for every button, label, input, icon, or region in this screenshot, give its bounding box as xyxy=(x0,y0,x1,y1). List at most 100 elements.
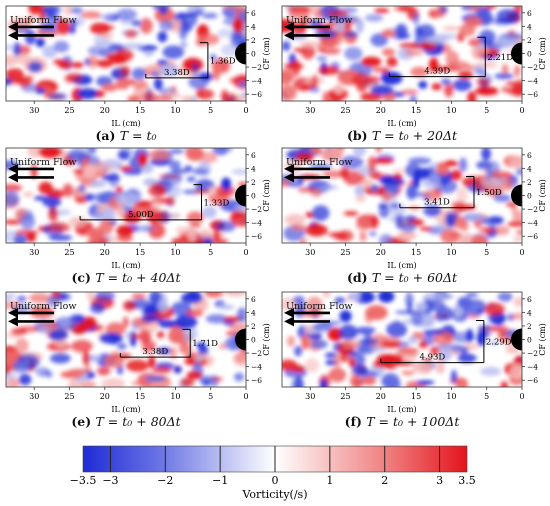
y-tick-label: 6 xyxy=(251,295,256,304)
cylinder xyxy=(235,42,246,65)
y-tick-label: −2 xyxy=(527,205,538,214)
y-tick-label: −6 xyxy=(527,376,538,385)
y-axis-label: CF (cm) xyxy=(262,323,271,356)
flow-arrow-head xyxy=(8,163,18,174)
colorbar-tick-label: −1 xyxy=(212,474,228,487)
flow-arrow-head xyxy=(8,21,18,32)
y-tick-label: −4 xyxy=(251,219,262,228)
y-tick-label: −2 xyxy=(527,63,538,72)
x-axis-label: IL (cm) xyxy=(111,119,140,128)
flow-label: Uniform Flow xyxy=(286,301,352,312)
streamwise-distance-label: 3.38D xyxy=(142,347,168,357)
x-tick-label: 30 xyxy=(29,106,39,115)
x-tick-label: 0 xyxy=(243,248,248,257)
colorbar-tick-label: 3 xyxy=(436,474,443,487)
panel-caption: (a) T = t₀ xyxy=(6,128,246,143)
x-tick-label: 30 xyxy=(305,392,315,401)
panel-label: (f) xyxy=(344,414,367,429)
x-tick-label: 0 xyxy=(243,392,248,401)
y-tick-label: 2 xyxy=(251,178,256,187)
x-tick-label: 5 xyxy=(484,392,489,401)
crossflow-distance-label: 2.29D xyxy=(486,338,512,348)
x-tick-label: 0 xyxy=(519,106,524,115)
y-tick-label: 0 xyxy=(251,50,256,59)
wake-measurement-bracket: 3.41D 1.50D xyxy=(399,176,502,209)
panel-label: (a) xyxy=(95,128,120,143)
x-axis-label: IL (cm) xyxy=(111,405,140,414)
panel-label: (d) xyxy=(346,270,372,285)
y-tick-label: −2 xyxy=(251,349,262,358)
x-tick-label: 15 xyxy=(135,248,145,257)
flow-arrow-head xyxy=(284,30,294,41)
panel-a: Uniform Flow 3.38D 1.36D 30 25 20 15 10 5 0 IL (cm… xyxy=(5,5,278,143)
flow-arrow-head xyxy=(8,172,18,183)
x-axis-label: IL (cm) xyxy=(111,261,140,270)
y-tick-label: 0 xyxy=(251,336,256,345)
y-tick-label: −4 xyxy=(251,363,262,372)
wake-measurement-bracket: 5.00D 1.33D xyxy=(79,184,230,221)
flow-arrow-head xyxy=(8,307,18,318)
panel-time: T = t₀ + 40Δt xyxy=(95,270,181,285)
streamwise-distance-label: 4.39D xyxy=(424,67,450,77)
y-tick-label: 4 xyxy=(527,308,532,317)
cylinder xyxy=(235,184,246,207)
streamwise-distance-label: 3.38D xyxy=(164,68,190,78)
colorbar-svg: −3.5 −3 −2 −1 0 1 2 3 3.5 Vorticity(/s) xyxy=(70,445,476,501)
y-tick-label: −4 xyxy=(527,77,538,86)
wake-measurement-bracket: 4.93D 2.29D xyxy=(380,320,512,364)
flow-label: Uniform Flow xyxy=(286,15,352,26)
y-tick-label: 6 xyxy=(527,151,532,160)
x-axis-label: IL (cm) xyxy=(387,405,416,414)
x-tick-label: 30 xyxy=(305,106,315,115)
vorticity-field xyxy=(282,148,522,243)
streamwise-distance-label: 3.41D xyxy=(424,198,450,208)
colorbar-tick-label: 2 xyxy=(381,474,388,487)
panel-caption: (b) T = t₀ + 20Δt xyxy=(282,128,522,143)
flow-label: Uniform Flow xyxy=(10,301,76,312)
x-tick-label: 10 xyxy=(170,392,180,401)
x-tick-label: 30 xyxy=(29,248,39,257)
y-tick-label: −2 xyxy=(251,205,262,214)
y-tick-label: −4 xyxy=(527,363,538,372)
x-tick-label: 10 xyxy=(446,106,456,115)
colorbar-tick-label: 0 xyxy=(272,474,279,487)
y-tick-label: −6 xyxy=(527,90,538,99)
y-tick-label: 2 xyxy=(251,322,256,331)
crossflow-distance-label: 1.33D xyxy=(204,198,230,208)
y-axis-label: CF (cm) xyxy=(262,179,271,212)
x-tick-label: 0 xyxy=(519,248,524,257)
panel-caption: (e) T = t₀ + 80Δt xyxy=(6,414,246,429)
wake-measurement-bracket: 3.38D 1.36D xyxy=(145,42,236,79)
x-tick-label: 20 xyxy=(100,248,110,257)
crossflow-distance-label: 1.36D xyxy=(210,56,236,66)
x-tick-label: 20 xyxy=(376,106,386,115)
x-tick-label: 10 xyxy=(446,248,456,257)
vorticity-colorbar: −3.5 −3 −2 −1 0 1 2 3 3.5 Vorticity(/s) xyxy=(0,430,550,502)
panel-c: Uniform Flow 5.00D 1.33D 30 25 20 15 10 5 0 IL (cm… xyxy=(5,147,278,285)
streamwise-distance-label: 5.00D xyxy=(128,210,154,220)
cylinder xyxy=(511,184,522,207)
panel-caption: (f) T = t₀ + 100Δt xyxy=(282,414,522,429)
flow-arrow-head xyxy=(284,21,294,32)
x-tick-label: 15 xyxy=(135,106,145,115)
panel-f: Uniform Flow 4.93D 2.29D 30 25 20 15 10 5 0 IL (cm… xyxy=(281,291,550,429)
y-tick-label: 0 xyxy=(251,192,256,201)
colorbar-tick-label: 1 xyxy=(326,474,333,487)
y-tick-label: 2 xyxy=(527,178,532,187)
panel-time: T = t₀ xyxy=(119,128,157,143)
y-tick-label: −6 xyxy=(527,232,538,241)
y-tick-label: −6 xyxy=(251,90,262,99)
x-tick-label: 20 xyxy=(100,106,110,115)
vorticity-field xyxy=(6,148,246,243)
flow-arrow-head xyxy=(8,316,18,327)
x-tick-label: 0 xyxy=(243,106,248,115)
panel-label: (c) xyxy=(71,270,96,285)
vorticity-field xyxy=(282,6,522,101)
wake-measurement-bracket: 4.39D 2.21D xyxy=(388,36,513,78)
y-tick-label: −2 xyxy=(251,63,262,72)
panel-time: T = t₀ + 80Δt xyxy=(95,414,181,429)
y-tick-label: 6 xyxy=(527,9,532,18)
